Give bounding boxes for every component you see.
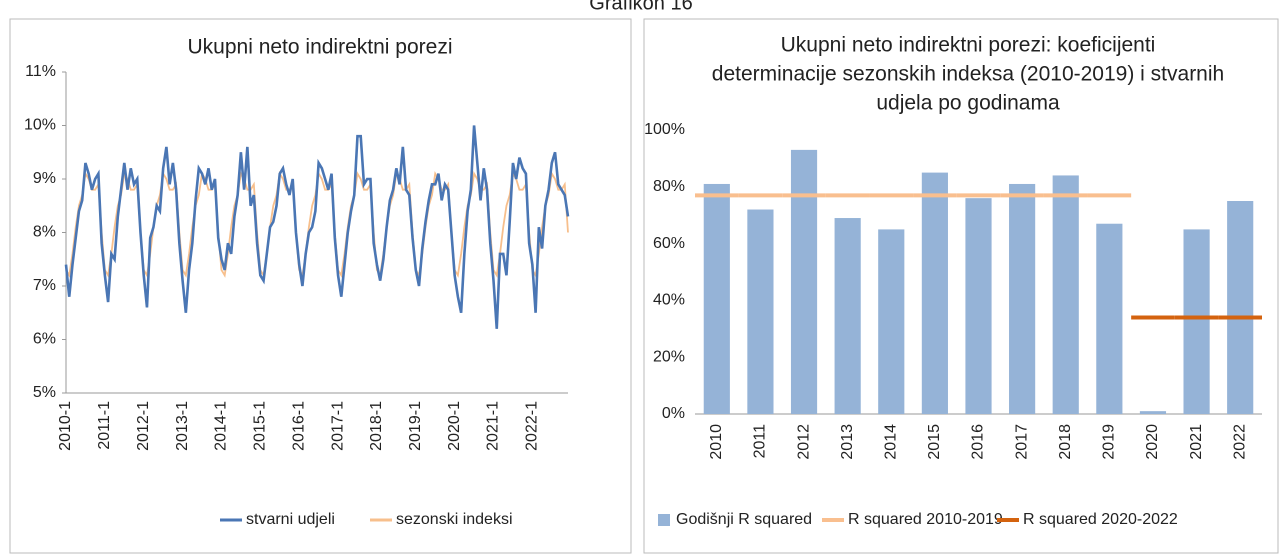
x-tick-label: 2022-1 (524, 401, 541, 451)
legend-label: Godišnji R squared (676, 511, 812, 528)
legend-label: R squared 2020-2022 (1023, 511, 1178, 528)
bar (1227, 201, 1254, 414)
x-tick-label: 2011 (752, 424, 769, 459)
y-tick-label: 11% (25, 63, 56, 80)
y-tick-label: 60% (653, 235, 685, 252)
bar (1139, 411, 1167, 414)
x-tick-label: 2020-1 (446, 401, 463, 451)
chart-title: udjela po godinama (876, 92, 1060, 115)
x-tick-label: 2017-1 (329, 401, 346, 451)
x-tick-label: 2015 (926, 424, 943, 460)
y-tick-label: 8% (33, 224, 56, 241)
bar (747, 209, 774, 414)
legend-label: R squared 2010-2019 (848, 511, 1003, 528)
x-tick-label: 2019 (1101, 424, 1118, 460)
panel (643, 18, 1279, 554)
x-tick-label: 2020 (1144, 424, 1161, 460)
y-tick-label: 0% (662, 405, 685, 422)
y-tick-label: 100% (644, 121, 685, 138)
y-tick-label: 7% (33, 277, 56, 294)
x-tick-label: 2012 (795, 424, 812, 460)
bar (790, 149, 818, 414)
legend-swatch (658, 514, 670, 526)
x-tick-label: 2010-1 (57, 401, 74, 451)
bar (703, 183, 730, 414)
x-tick-label: 2014-1 (213, 401, 230, 451)
x-tick-label: 2021 (1188, 424, 1205, 460)
y-tick-label: 20% (653, 348, 685, 365)
x-tick-label: 2010 (708, 424, 725, 460)
x-tick-label: 2016 (970, 424, 987, 460)
y-tick-label: 40% (653, 292, 685, 309)
bar (834, 218, 861, 414)
x-tick-label: 2016-1 (290, 401, 307, 451)
x-tick-label: 2013-1 (174, 401, 191, 451)
y-tick-label: 5% (33, 384, 56, 401)
x-tick-label: 2017 (1013, 424, 1030, 460)
bar (1052, 175, 1079, 414)
bar (1096, 223, 1123, 414)
y-tick-label: 10% (24, 117, 56, 134)
x-tick-label: 2018 (1057, 424, 1074, 460)
chart-title: determinacije sezonskih indeksa (2010-20… (712, 63, 1224, 86)
bar (965, 198, 992, 414)
y-tick-label: 6% (33, 331, 56, 348)
chart-title: Ukupni neto indirektni porezi (188, 36, 453, 59)
y-tick-label: 9% (33, 170, 56, 187)
x-tick-label: 2015-1 (252, 401, 269, 451)
x-tick-label: 2022 (1231, 424, 1248, 460)
x-tick-label: 2012-1 (135, 401, 152, 451)
bar (878, 229, 905, 414)
x-tick-label: 2018-1 (368, 401, 385, 451)
bar (1183, 229, 1210, 414)
panel (9, 18, 632, 554)
x-tick-label: 2011-1 (96, 401, 113, 450)
x-tick-label: 2019-1 (407, 401, 424, 451)
x-tick-label: 2021-1 (485, 401, 502, 451)
x-tick-label: 2014 (882, 424, 899, 460)
series-line (64, 125, 570, 329)
chart-title: Ukupni neto indirektni porezi: koeficije… (781, 34, 1156, 57)
x-tick-label: 2013 (839, 424, 856, 460)
bar (921, 172, 948, 414)
y-tick-label: 80% (653, 178, 685, 195)
legend-label: sezonski indeksi (396, 511, 513, 528)
legend-label: stvarni udjeli (246, 511, 335, 528)
page-heading: Grafikon 16 (589, 0, 692, 14)
bar (1009, 183, 1036, 414)
